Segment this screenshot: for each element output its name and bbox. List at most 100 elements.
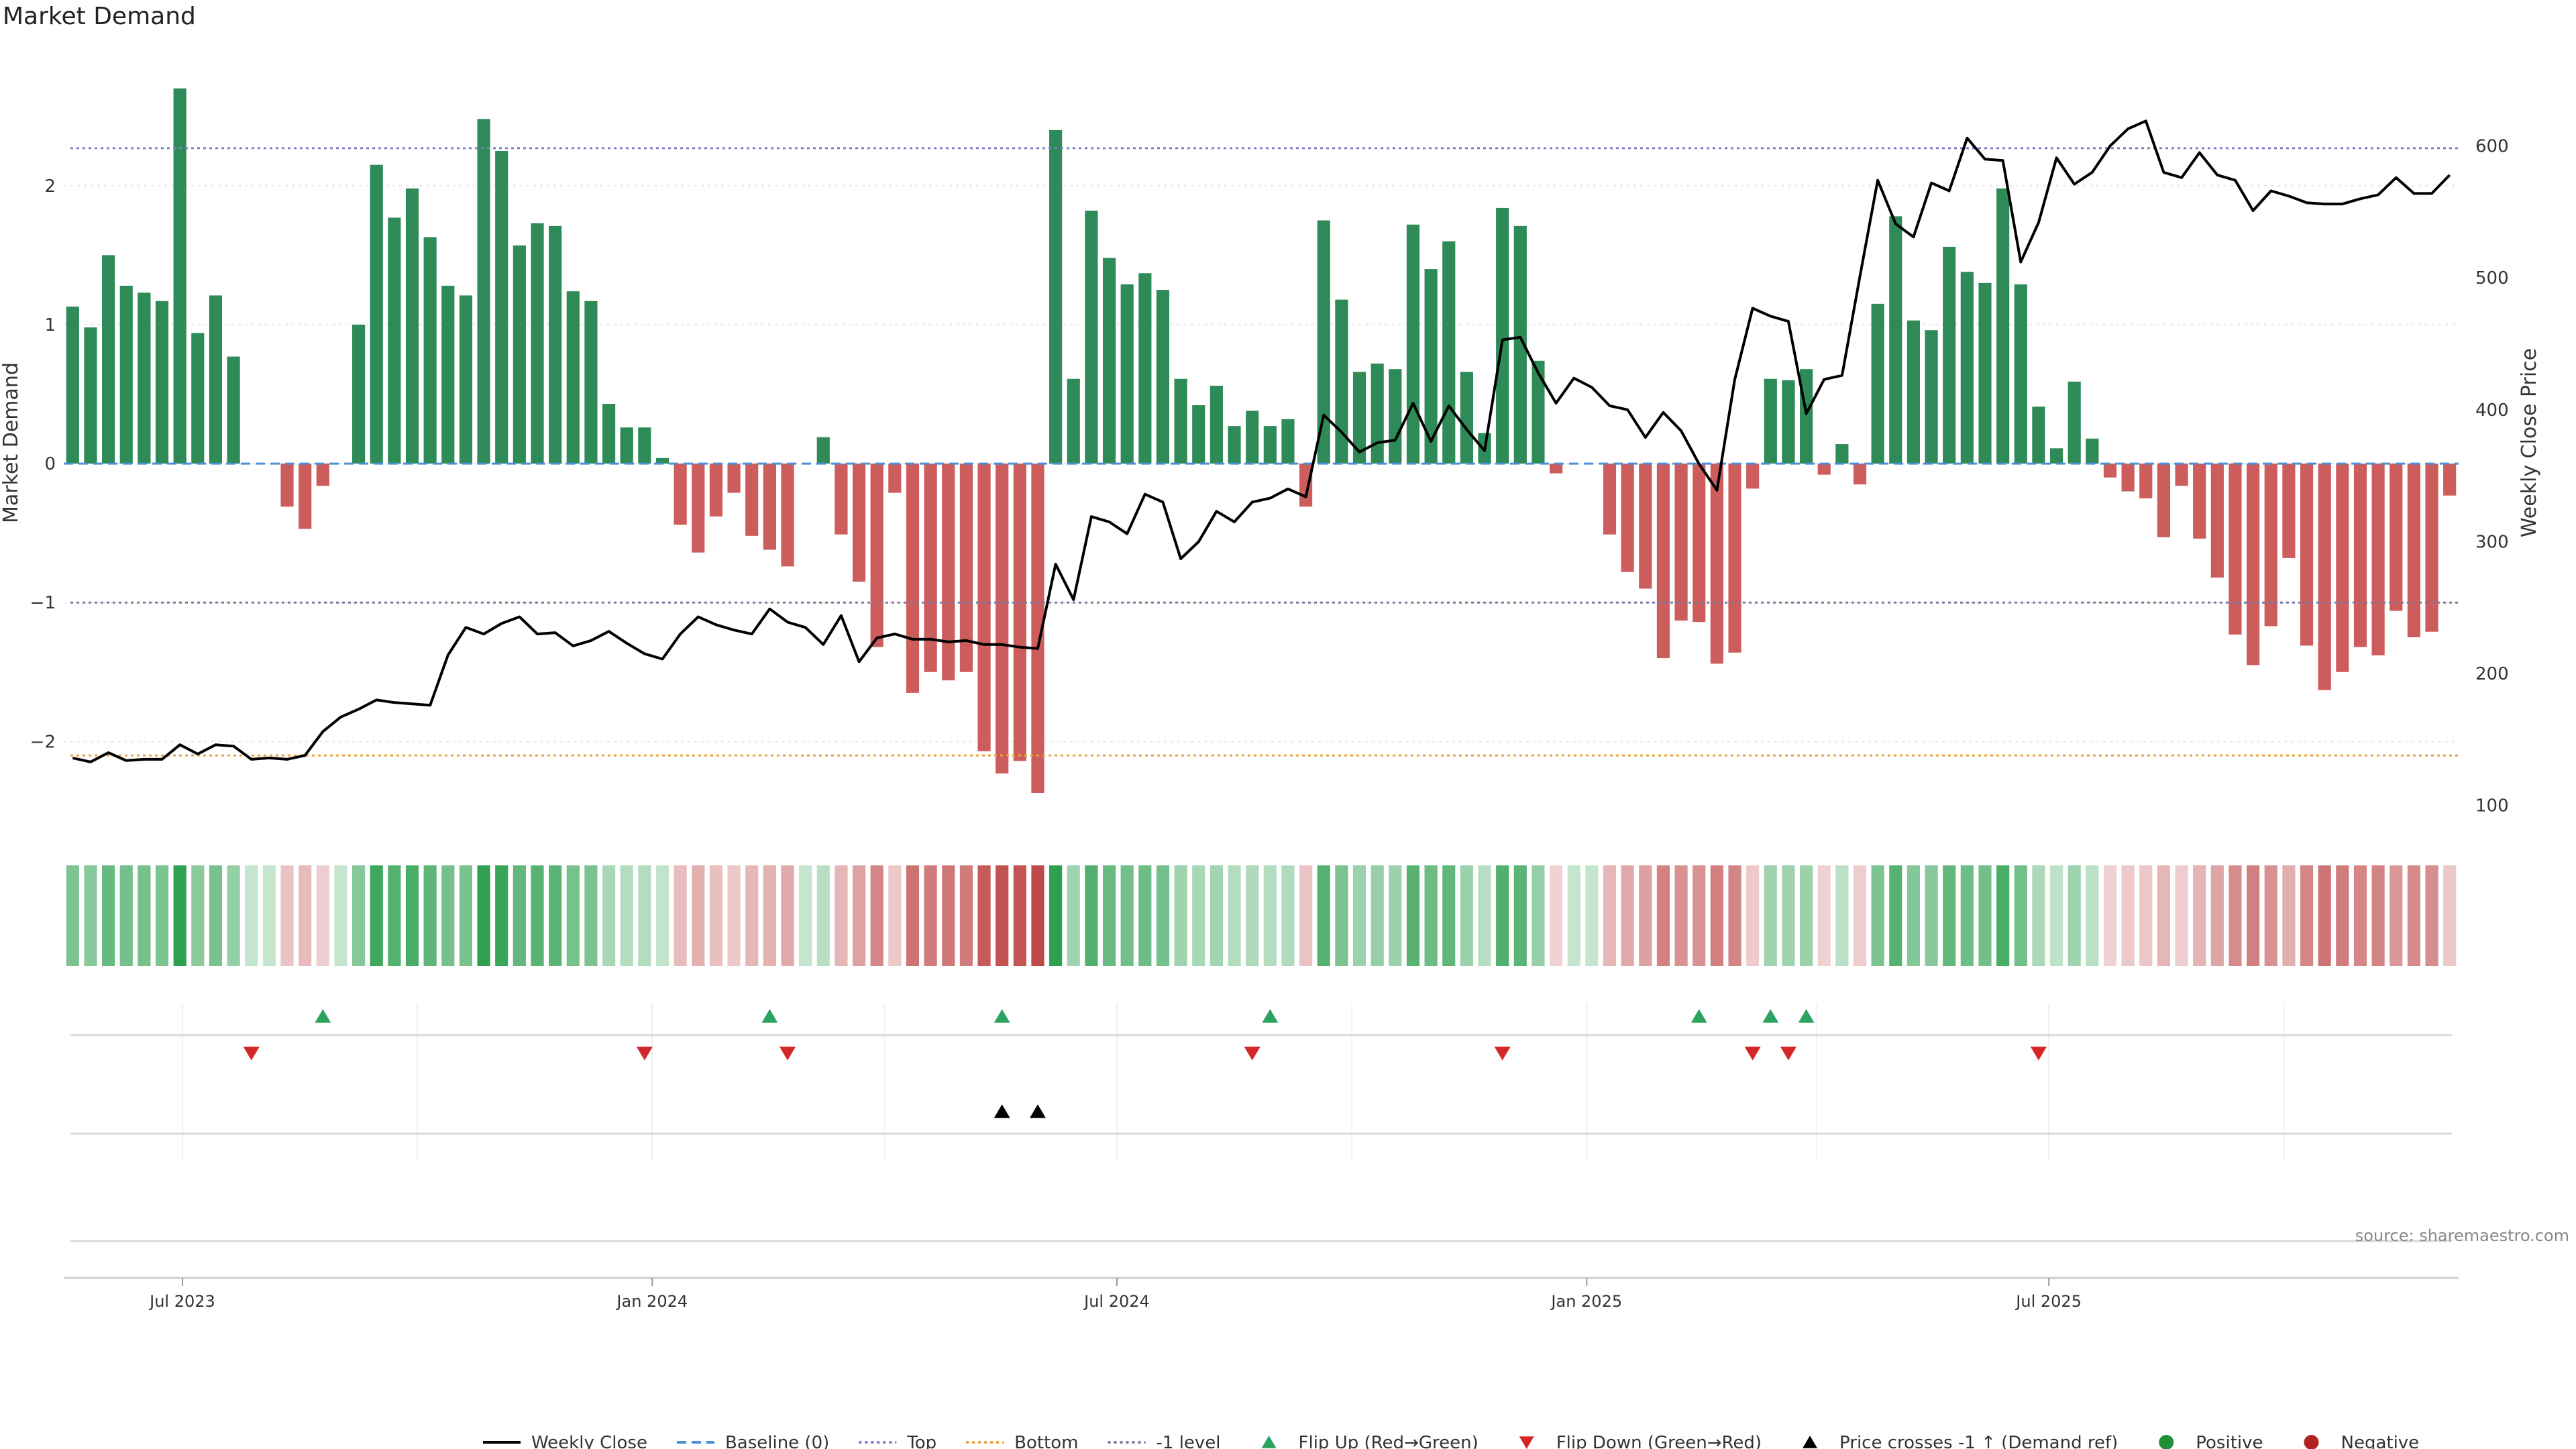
- heat-cell: [227, 865, 240, 966]
- y2-tick-label: 500: [2475, 268, 2509, 288]
- legend-triangle-up-icon: [1803, 1436, 1818, 1448]
- heat-cell: [1299, 865, 1313, 966]
- demand-bar: [1228, 426, 1241, 464]
- heat-cell: [370, 865, 383, 966]
- heat-cell: [2264, 865, 2277, 966]
- demand-bar: [388, 217, 401, 464]
- demand-bar: [2139, 464, 2153, 498]
- heat-cell: [1496, 865, 1509, 966]
- demand-bar: [1371, 363, 1384, 464]
- heat-cell: [692, 865, 705, 966]
- demand-bar: [1996, 188, 2010, 464]
- heat-cell: [781, 865, 794, 966]
- heat-cell: [906, 865, 920, 966]
- demand-bar: [942, 464, 955, 681]
- heat-cell: [1156, 865, 1170, 966]
- heat-cell: [1102, 865, 1116, 966]
- heat-cell: [1710, 865, 1723, 966]
- demand-bar: [119, 285, 133, 464]
- demand-bar: [1263, 426, 1277, 464]
- demand-bar: [1674, 464, 1688, 621]
- demand-bar: [1174, 378, 1187, 464]
- date-tick-label: Jan 2025: [1550, 1292, 1622, 1311]
- heat-cell: [1335, 865, 1348, 966]
- heat-cell: [2014, 865, 2027, 966]
- legend-item: Flip Up (Red→Green): [1261, 1433, 1479, 1449]
- heat-cell: [924, 865, 937, 966]
- heat-cell: [173, 865, 186, 966]
- heat-cell: [2068, 865, 2081, 966]
- heat-cell: [1513, 865, 1527, 966]
- date-tick-label: Jul 2023: [148, 1292, 215, 1311]
- legend-item: Negative: [2304, 1433, 2419, 1449]
- heat-cell: [1639, 865, 1652, 966]
- heat-cell: [531, 865, 544, 966]
- heat-cell: [888, 865, 902, 966]
- heat-cell: [2390, 865, 2403, 966]
- heat-cell: [745, 865, 759, 966]
- legend-circle-icon: [2159, 1435, 2174, 1449]
- demand-bar: [2193, 464, 2206, 539]
- flip-up-marker: [761, 1009, 778, 1023]
- demand-bar: [2443, 464, 2457, 496]
- legend-label: -1 level: [1157, 1433, 1221, 1449]
- demand-bar: [459, 295, 473, 464]
- demand-bar: [1031, 464, 1044, 793]
- heat-cell: [870, 865, 883, 966]
- demand-bar: [441, 285, 455, 464]
- demand-bar: [1424, 269, 1438, 464]
- heat-cell: [1656, 865, 1670, 966]
- demand-bar: [1656, 464, 1670, 659]
- flip-up-marker: [1262, 1009, 1279, 1023]
- demand-bar: [405, 188, 419, 464]
- legend-item: Flip Down (Green→Red): [1519, 1433, 1762, 1449]
- demand-bar: [709, 464, 723, 517]
- weekly-close-line: [72, 119, 2451, 763]
- heat-cell: [1031, 865, 1044, 966]
- legend-item: Price crosses -1 ↑ (Demand ref): [1803, 1433, 2118, 1449]
- flip-down-marker: [779, 1046, 796, 1061]
- heat-cell: [423, 865, 437, 966]
- legend-label: Baseline (0): [725, 1433, 829, 1449]
- heat-cell: [2193, 865, 2206, 966]
- demand-bar: [1138, 273, 1152, 464]
- heat-cell: [1603, 865, 1617, 966]
- heat-cell: [2371, 865, 2385, 966]
- y-tick-label: 2: [44, 176, 56, 197]
- price-cross-marker: [1029, 1104, 1046, 1118]
- heat-cell: [1585, 865, 1599, 966]
- y-tick-label: −1: [30, 593, 56, 613]
- heat-cell: [66, 865, 79, 966]
- demand-bar: [1764, 378, 1777, 464]
- heat-cell: [1120, 865, 1134, 966]
- heat-cell: [763, 865, 776, 966]
- heat-cell: [674, 865, 687, 966]
- demand-bar: [745, 464, 759, 536]
- heat-cell: [727, 865, 741, 966]
- legend-item: Weekly Close: [483, 1433, 647, 1449]
- demand-bar: [1907, 320, 1921, 464]
- legend-label: Price crosses -1 ↑ (Demand ref): [1839, 1433, 2118, 1449]
- heat-cell: [1693, 865, 1706, 966]
- demand-bar: [1799, 369, 1813, 464]
- heat-cell: [245, 865, 258, 966]
- demand-bar: [1049, 129, 1063, 464]
- heat-cell: [138, 865, 151, 966]
- demand-bar: [495, 151, 508, 464]
- demand-bar: [674, 464, 687, 525]
- heat-cell: [1406, 865, 1420, 966]
- heat-cell: [2229, 865, 2242, 966]
- heat-cell: [2247, 865, 2260, 966]
- heat-cell: [155, 865, 169, 966]
- demand-bar: [1871, 303, 1884, 464]
- demand-bar: [959, 464, 973, 672]
- demand-bar: [638, 427, 651, 464]
- y-axis-label: Market Demand: [0, 362, 23, 523]
- demand-bar: [1943, 246, 1956, 464]
- demand-bar: [2032, 407, 2045, 464]
- heat-cell: [2443, 865, 2457, 966]
- heat-cell: [584, 865, 598, 966]
- demand-bar: [1782, 380, 1795, 464]
- demand-bar: [816, 437, 830, 464]
- demand-bar: [924, 464, 937, 672]
